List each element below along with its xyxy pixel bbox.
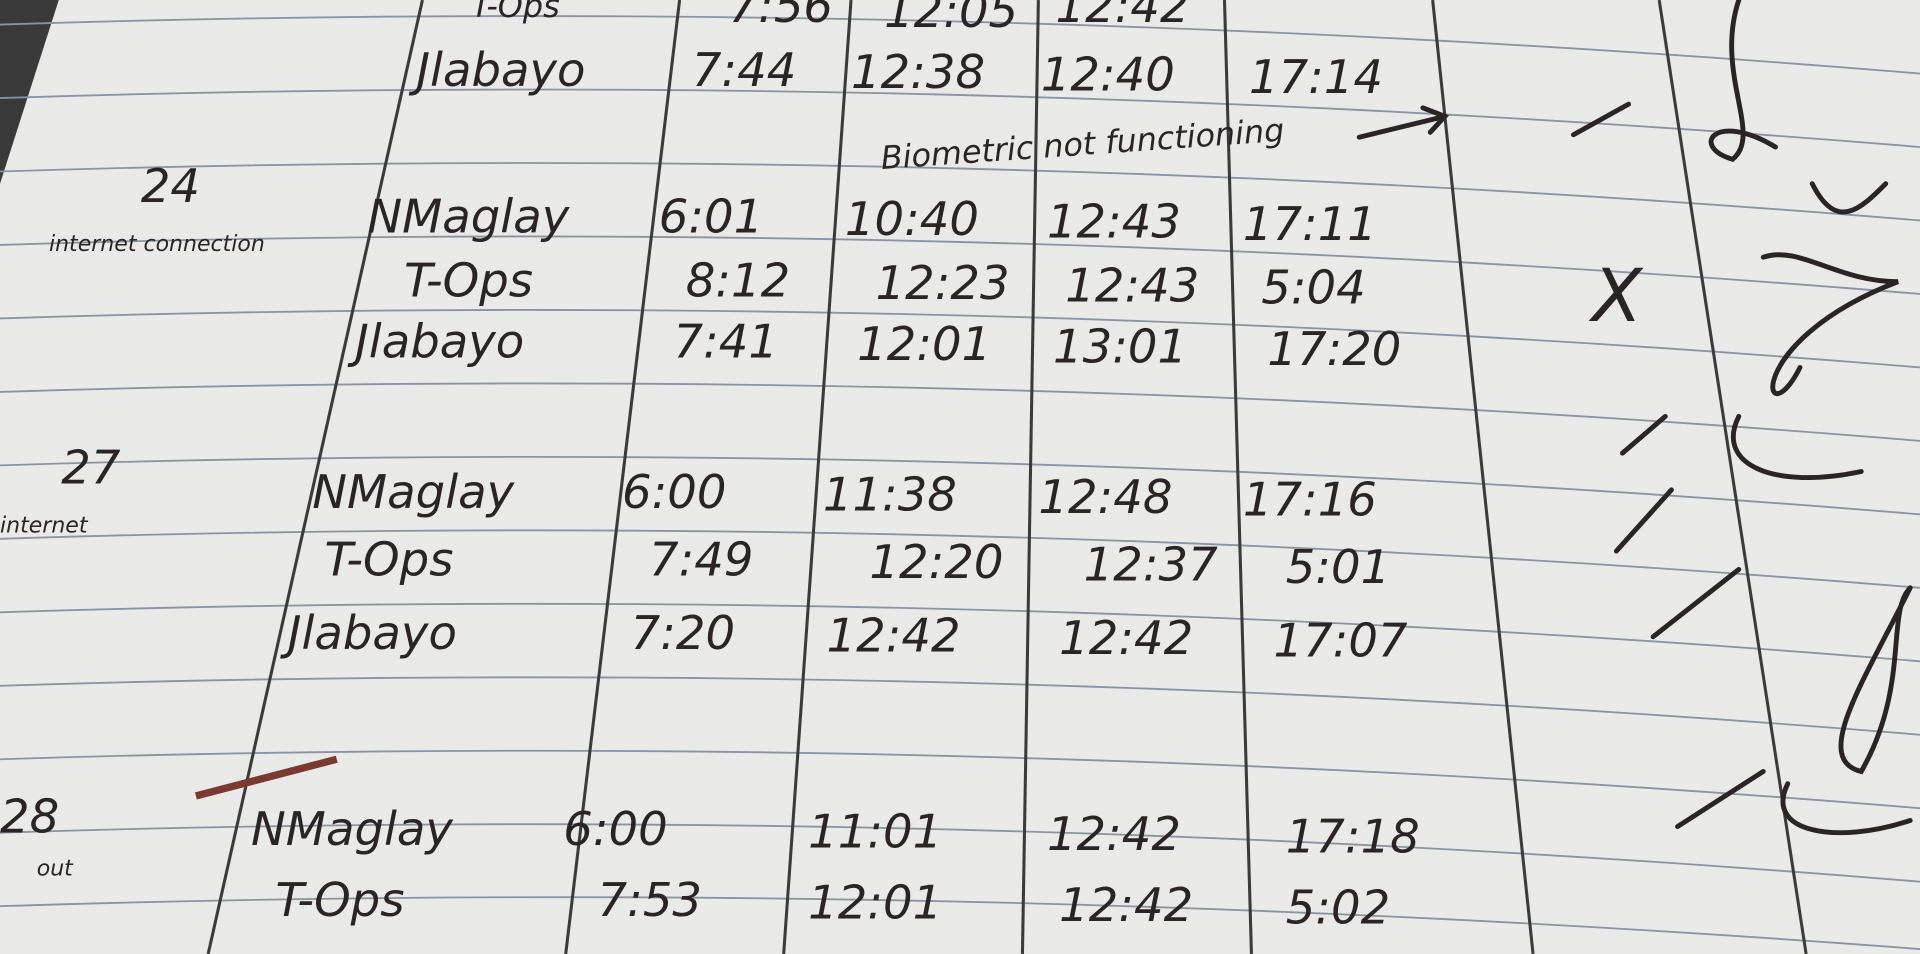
- table-row: Jlabayo 7:41 12:01 13:01 17:20: [347, 315, 1401, 376]
- time-cell: 12:01: [857, 317, 991, 371]
- table-row: 27 internet NMaglay 6:00 11:38 12:48 17:16: [0, 441, 1377, 539]
- date-cell: 24: [141, 159, 200, 213]
- table-row-top: T-Ops 7:56 12:05 12:42: [471, 0, 1189, 38]
- ruled-line: [0, 309, 1920, 369]
- time-cell: 12:48: [1038, 470, 1172, 524]
- time-cell: 6:01: [659, 190, 763, 244]
- time-cell: 7:53: [598, 873, 702, 927]
- time-cell: 12:20: [869, 535, 1003, 589]
- time-cell: 11:38: [823, 468, 957, 522]
- time-cell: 12:42: [1059, 611, 1193, 665]
- ruled-line: [0, 896, 1920, 950]
- table-row: T-Ops 8:12 12:23 12:43 5:04: [404, 253, 1366, 314]
- time-cell: 12:37: [1084, 537, 1218, 591]
- column-line: [1431, 0, 1535, 954]
- column-lines: [206, 0, 1808, 954]
- time-cell: 12:42: [1059, 878, 1193, 932]
- time-cell: 17:18: [1286, 809, 1420, 863]
- ruled-line: [0, 382, 1920, 442]
- date-note: internet connection: [49, 232, 265, 257]
- table-row: 28 out NMaglay 6:00 11:01 12:42 17:18: [0, 790, 1420, 882]
- date-cell: 28: [0, 790, 59, 844]
- time-cell: 7:20: [631, 606, 735, 660]
- ruled-line: [0, 823, 1920, 883]
- name-cell: Jlabayo: [408, 43, 585, 97]
- date-cell: 27: [61, 441, 121, 495]
- time-cell: 17:14: [1249, 50, 1383, 104]
- name-cell: Jlabayo: [280, 606, 457, 660]
- time-cell: 5:01: [1286, 540, 1390, 594]
- name-cell: T-Ops: [324, 533, 453, 587]
- ruled-line: [0, 602, 1920, 663]
- name-cell: NMaglay: [312, 465, 515, 519]
- column-line: [1020, 0, 1040, 954]
- table-row: T-Ops 7:53 12:01 12:42 5:02: [276, 873, 1391, 934]
- time-cell: 12:23: [876, 256, 1010, 310]
- time-cell: 13:01: [1053, 320, 1187, 374]
- time-cell: 12:42: [1056, 0, 1190, 33]
- time-cell: 12:05: [884, 0, 1018, 38]
- time-cell: 12:43: [1065, 258, 1199, 312]
- time-cell: 12:43: [1047, 195, 1181, 249]
- time-cell: 17:07: [1273, 613, 1407, 667]
- arrow-icon: [1356, 105, 1450, 140]
- time-cell: 12:42: [827, 608, 961, 662]
- ruled-line: [0, 15, 1920, 75]
- ruled-lines: [0, 15, 1920, 950]
- date-note: internet: [0, 514, 89, 539]
- date-note: out: [37, 857, 74, 882]
- table-row: Jlabayo 7:20 12:42 12:42 17:07: [280, 606, 1408, 667]
- column-line: [1222, 0, 1253, 954]
- check-marks: [1571, 101, 1766, 830]
- ink-smudge: [194, 755, 338, 800]
- name-cell: T-Ops: [404, 253, 533, 307]
- ruled-line: [0, 529, 1920, 589]
- column-line: [782, 0, 853, 954]
- time-cell: 8:12: [686, 253, 790, 307]
- name-cell: T-Ops: [471, 0, 559, 25]
- table-row: Jlabayo 7:44 12:38 12:40 17:14: [408, 43, 1383, 104]
- time-cell: 5:04: [1261, 261, 1365, 315]
- ruled-line: [0, 88, 1920, 148]
- ruled-line: [0, 455, 1920, 516]
- time-cell: 7:41: [673, 315, 777, 369]
- time-cell: 10:40: [845, 192, 979, 246]
- time-cell: 6:00: [563, 802, 667, 856]
- ruled-line: [0, 162, 1920, 222]
- time-cell: 12:38: [851, 45, 985, 99]
- column-line: [206, 0, 424, 954]
- time-cell: 17:20: [1267, 322, 1401, 376]
- time-cell: 7:56: [729, 0, 833, 33]
- table-row: 24 internet connection NMaglay 6:01 10:40 12:…: [49, 159, 1377, 257]
- signatures: [1708, 0, 1913, 836]
- ruled-line: [0, 676, 1920, 736]
- time-cell: 12:40: [1041, 48, 1175, 102]
- column-line: [564, 0, 682, 954]
- time-cell: 12:42: [1047, 807, 1181, 861]
- ruled-line: [0, 235, 1920, 295]
- name-cell: NMaglay: [251, 802, 454, 856]
- time-cell: 17:11: [1243, 197, 1377, 251]
- name-cell: NMaglay: [367, 190, 570, 244]
- time-cell: 17:16: [1243, 473, 1377, 527]
- remark-x: X: [1588, 254, 1644, 339]
- time-cell: 12:01: [808, 875, 942, 929]
- table-row: T-Ops 7:49 12:20 12:37 5:01: [324, 533, 1390, 594]
- time-cell: 7:49: [649, 533, 753, 587]
- name-cell: T-Ops: [276, 873, 405, 927]
- time-cell: 7:44: [692, 43, 796, 97]
- time-cell: 5:02: [1286, 880, 1390, 934]
- time-cell: 11:01: [808, 804, 942, 858]
- name-cell: Jlabayo: [347, 315, 524, 369]
- ruled-line: [0, 749, 1920, 810]
- time-cell: 6:00: [622, 465, 726, 519]
